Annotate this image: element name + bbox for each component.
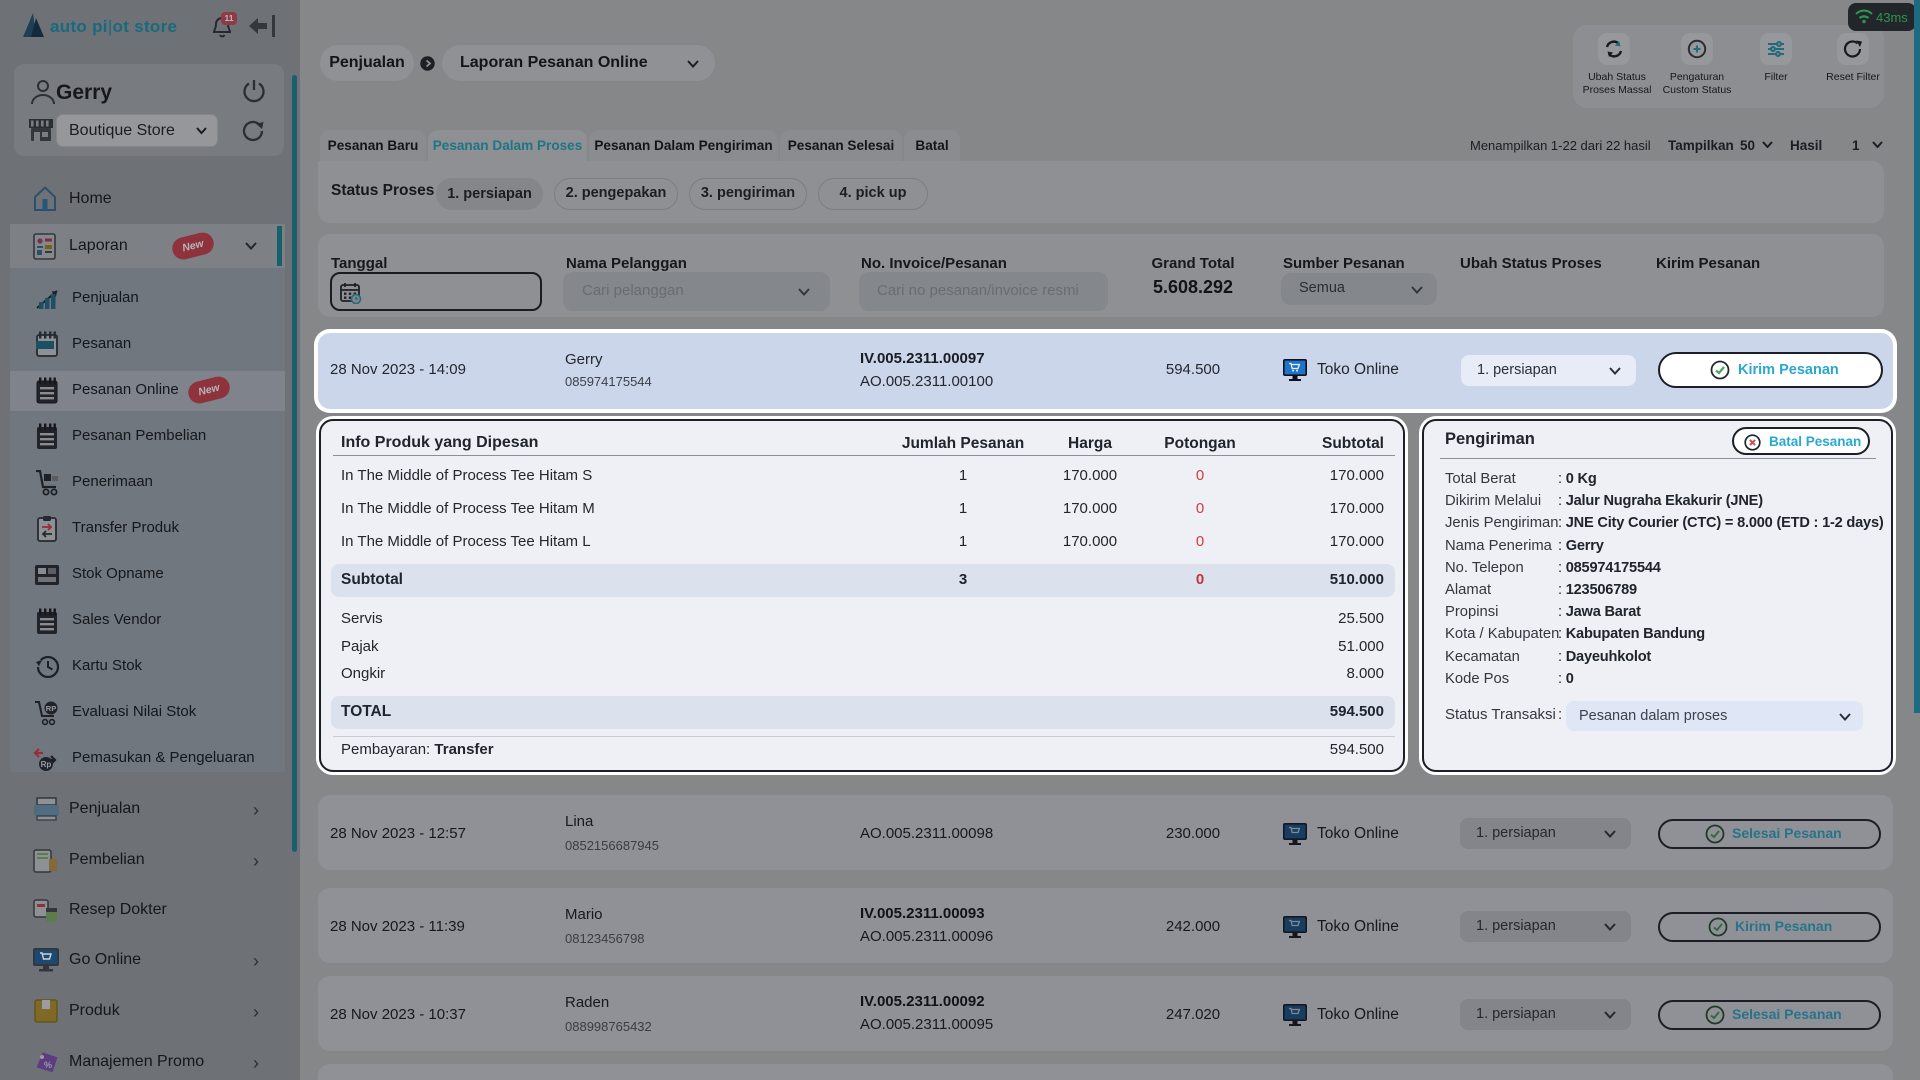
svg-text:%: % [44,1060,52,1070]
svg-text:Rp: Rp [41,760,52,769]
svg-text:RP: RP [46,704,56,713]
